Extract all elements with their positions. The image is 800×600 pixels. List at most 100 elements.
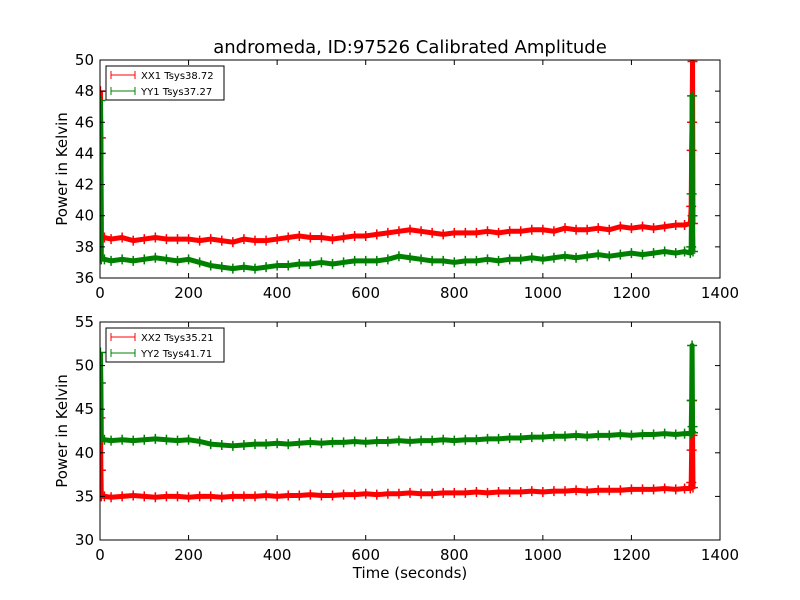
data-point <box>548 486 559 497</box>
data-point <box>305 258 316 269</box>
data-point <box>482 226 493 237</box>
data-point <box>250 439 260 450</box>
data-point <box>272 438 283 449</box>
data-point <box>227 491 238 502</box>
x-tick-label: 0 <box>95 284 105 302</box>
data-point <box>648 248 659 259</box>
y-tick-label: 48 <box>75 82 94 100</box>
data-point <box>360 255 371 266</box>
data-point <box>172 435 183 446</box>
data-point <box>128 235 139 246</box>
data-point <box>272 491 283 502</box>
data-point <box>183 492 194 503</box>
data-point <box>283 232 294 243</box>
data-point <box>438 487 449 498</box>
x-tick-label: 1400 <box>701 284 739 302</box>
data-point <box>250 491 260 502</box>
data-point <box>560 251 570 262</box>
bottom-panel: 0 200 400 600 800 1000 1200 1400 30 35 40 45 50 55 Pow… <box>53 313 739 582</box>
data-point <box>106 492 117 503</box>
legend-label: XX1 Tsys38.72 <box>141 71 214 82</box>
data-point <box>316 490 327 501</box>
x-tick-label: 1200 <box>612 284 650 302</box>
data-point <box>150 252 161 263</box>
data-point <box>128 255 139 266</box>
data-point <box>294 258 305 269</box>
y-tick-label: 38 <box>75 238 94 256</box>
data-point <box>172 234 183 245</box>
x-tick-label: 200 <box>174 546 203 564</box>
data-point <box>648 429 659 440</box>
data-point <box>371 489 382 500</box>
data-point <box>515 226 526 237</box>
data-point <box>537 487 548 498</box>
data-point <box>382 436 393 447</box>
data-point <box>349 255 360 266</box>
data-point <box>648 223 659 234</box>
data-point <box>471 434 482 445</box>
data-point <box>615 221 626 232</box>
axes-frame <box>99 321 721 541</box>
data-point <box>216 235 227 246</box>
data-point <box>482 254 493 265</box>
data-point <box>560 486 570 497</box>
x-tick-label: 400 <box>263 546 292 564</box>
data-point <box>416 226 427 237</box>
data-point <box>548 226 559 237</box>
data-point <box>471 227 482 238</box>
data-point <box>405 224 415 235</box>
data-point <box>626 223 637 234</box>
data-point <box>283 490 294 501</box>
data-point <box>183 254 194 265</box>
data-point <box>106 234 117 245</box>
data-point <box>360 437 371 448</box>
data-point <box>615 429 626 440</box>
data-point <box>405 436 415 447</box>
data-point <box>686 188 697 199</box>
y-tick-label: 40 <box>75 444 94 462</box>
data-point <box>205 234 216 245</box>
data-point <box>139 491 150 502</box>
axes-frame <box>99 59 721 279</box>
data-point <box>637 249 648 260</box>
data-point <box>371 436 382 447</box>
data-point <box>227 237 238 248</box>
data-point <box>515 487 526 498</box>
data-point <box>238 262 249 273</box>
data-point <box>686 241 697 252</box>
data-point <box>393 435 404 446</box>
data-point <box>526 224 537 235</box>
data-point <box>593 223 604 234</box>
data-point <box>670 429 681 440</box>
x-tick-label: 400 <box>263 284 292 302</box>
data-point <box>205 439 216 450</box>
data-point <box>238 491 249 502</box>
data-point <box>659 221 670 232</box>
data-point <box>227 440 238 451</box>
data-point <box>571 485 582 496</box>
data-point <box>106 255 117 266</box>
y-tick-label: 30 <box>75 531 94 549</box>
data-point <box>687 246 698 257</box>
y-tick-label: 42 <box>75 176 94 194</box>
data-point <box>117 232 128 243</box>
data-point <box>382 488 393 499</box>
data-point <box>659 246 670 257</box>
data-point <box>327 490 338 501</box>
data-point <box>250 263 260 274</box>
data-point <box>687 427 698 438</box>
data-point <box>150 232 161 243</box>
data-point <box>261 490 272 501</box>
data-point <box>349 230 360 241</box>
data-point <box>194 491 205 502</box>
x-tick-label: 1400 <box>701 546 739 564</box>
data-point <box>161 254 172 265</box>
data-point <box>460 227 471 238</box>
data-point <box>405 487 415 498</box>
data-point <box>460 487 471 498</box>
legend-label: YY2 Tsys41.71 <box>140 349 212 360</box>
data-point <box>593 485 604 496</box>
data-point <box>482 487 493 498</box>
legend-box <box>105 65 225 101</box>
data-point <box>294 438 305 449</box>
